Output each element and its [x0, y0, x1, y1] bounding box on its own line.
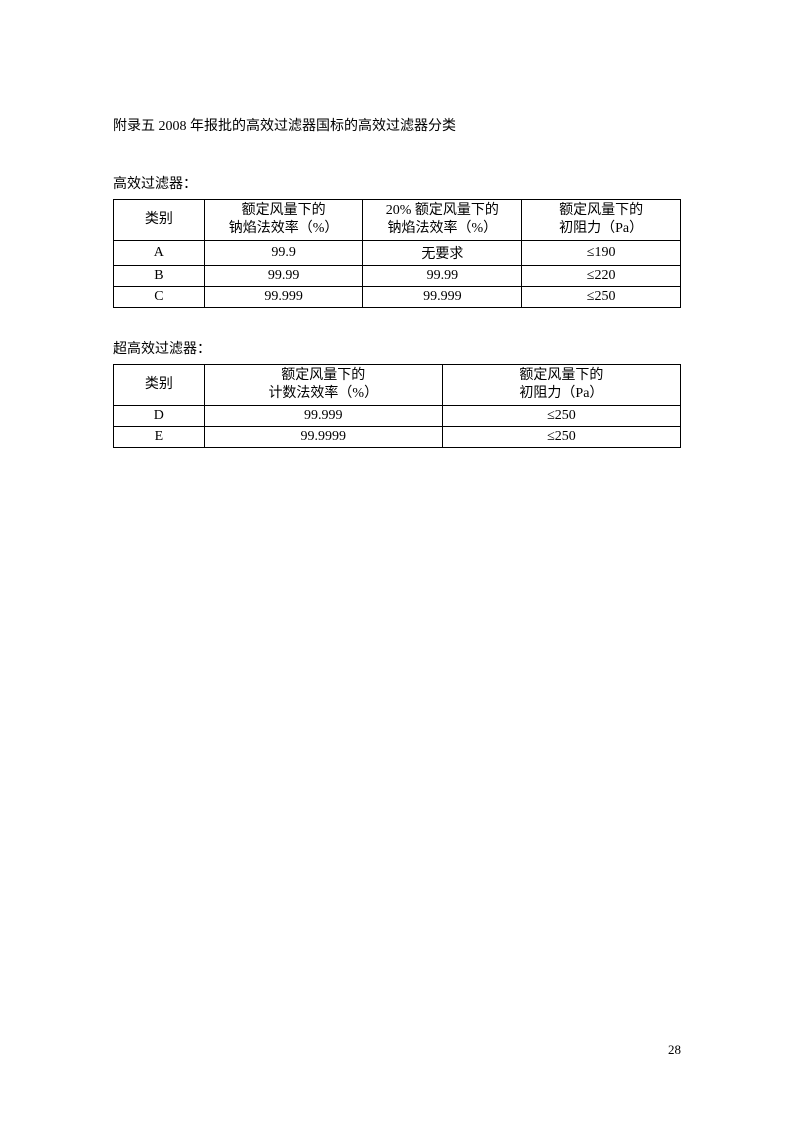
page-title: 附录五 2008 年报批的高效过滤器国标的高效过滤器分类 — [113, 115, 681, 135]
table2-header-resistance: 额定风量下的 初阻力（Pa） — [442, 365, 680, 406]
cell-efficiency: 99.999 — [204, 406, 442, 427]
cell-resistance: ≤250 — [442, 427, 680, 448]
table2-header-category: 类别 — [114, 365, 205, 406]
cell-category: E — [114, 427, 205, 448]
table-row: B 99.99 99.99 ≤220 — [114, 266, 681, 287]
page-number: 28 — [668, 1042, 681, 1058]
cell-efficiency: 99.999 — [204, 287, 363, 308]
table2-header-efficiency: 额定风量下的 计数法效率（%） — [204, 365, 442, 406]
table1-header-efficiency: 额定风量下的 钠焰法效率（%） — [204, 200, 363, 241]
cell-efficiency20: 无要求 — [363, 241, 522, 266]
table1-header-efficiency20: 20% 额定风量下的 钠焰法效率（%） — [363, 200, 522, 241]
cell-efficiency: 99.9999 — [204, 427, 442, 448]
cell-efficiency: 99.99 — [204, 266, 363, 287]
table-row: D 99.999 ≤250 — [114, 406, 681, 427]
ultra-high-efficiency-filter-table: 类别 额定风量下的 计数法效率（%） 额定风量下的 初阻力（Pa） D 99.9… — [113, 364, 681, 448]
cell-efficiency20: 99.999 — [363, 287, 522, 308]
section1-label: 高效过滤器： — [113, 173, 681, 193]
table-row: C 99.999 99.999 ≤250 — [114, 287, 681, 308]
table1-header-resistance: 额定风量下的 初阻力（Pa） — [522, 200, 681, 241]
high-efficiency-filter-table: 类别 额定风量下的 钠焰法效率（%） 20% 额定风量下的 钠焰法效率（%） 额… — [113, 199, 681, 308]
cell-category: C — [114, 287, 205, 308]
cell-resistance: ≤250 — [522, 287, 681, 308]
table-row: A 99.9 无要求 ≤190 — [114, 241, 681, 266]
section2-label: 超高效过滤器： — [113, 338, 681, 358]
cell-resistance: ≤190 — [522, 241, 681, 266]
cell-efficiency20: 99.99 — [363, 266, 522, 287]
cell-resistance: ≤220 — [522, 266, 681, 287]
cell-category: D — [114, 406, 205, 427]
table1-header-category: 类别 — [114, 200, 205, 241]
cell-resistance: ≤250 — [442, 406, 680, 427]
cell-category: B — [114, 266, 205, 287]
table-row: E 99.9999 ≤250 — [114, 427, 681, 448]
cell-category: A — [114, 241, 205, 266]
cell-efficiency: 99.9 — [204, 241, 363, 266]
